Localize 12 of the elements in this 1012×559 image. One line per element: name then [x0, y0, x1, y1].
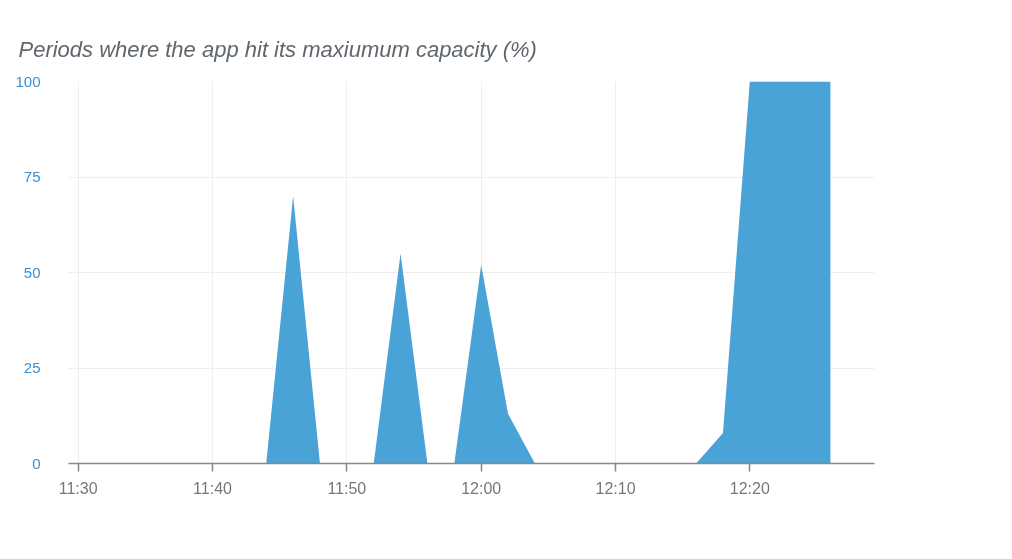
x-tick-label: 12:20: [729, 479, 770, 497]
x-tick-label: 11:50: [327, 479, 367, 497]
y-tick-label: 0: [32, 454, 41, 472]
y-tick-label: 75: [23, 168, 41, 185]
x-tick-label: 12:10: [595, 479, 636, 497]
x-tick-label: 11:40: [193, 479, 233, 497]
x-tick-label: 11:30: [58, 479, 98, 497]
y-tick-label: 50: [23, 263, 41, 281]
chart-title: Periods where the app hit its maxiumum capacity (%): [18, 37, 537, 62]
x-tick-label: 12:00: [461, 479, 502, 497]
y-tick-label: 100: [15, 72, 41, 90]
y-tick-label: 25: [23, 359, 41, 376]
